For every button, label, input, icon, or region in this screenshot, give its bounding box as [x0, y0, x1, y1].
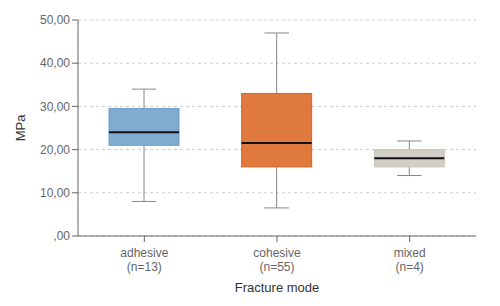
svg-text:50,00: 50,00: [40, 13, 70, 27]
svg-text:cohesive(n=55): cohesive(n=55): [253, 246, 301, 274]
svg-text:Fracture mode: Fracture mode: [235, 280, 320, 295]
svg-text:adhesive(n=13): adhesive(n=13): [120, 246, 168, 274]
svg-text:30,00: 30,00: [40, 100, 70, 114]
svg-text:MPa: MPa: [13, 114, 28, 142]
svg-text:20,00: 20,00: [40, 143, 70, 157]
svg-text:mixed(n=4): mixed(n=4): [394, 246, 426, 274]
svg-text:40,00: 40,00: [40, 56, 70, 70]
svg-text:10,00: 10,00: [40, 186, 70, 200]
svg-text:,00: ,00: [53, 229, 70, 243]
